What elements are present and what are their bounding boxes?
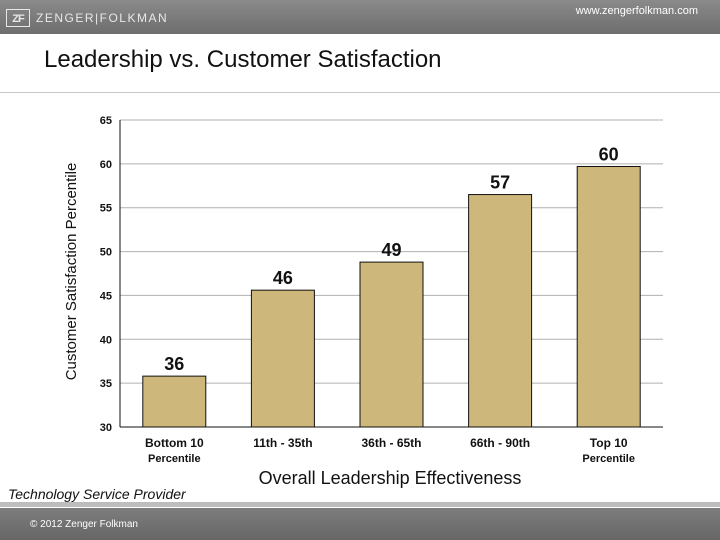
site-url[interactable]: www.zengerfolkman.com: [575, 5, 698, 17]
header-bar: ZF ZENGER|FOLKMAN www.zengerfolkman.com: [0, 0, 720, 34]
x-tick-label: Top 10: [590, 436, 628, 450]
x-tick-label: 66th - 90th: [470, 436, 530, 450]
y-tick-label: 60: [100, 159, 112, 171]
y-tick-label: 50: [100, 247, 112, 259]
x-axis-title: Overall Leadership Effectiveness: [259, 468, 522, 488]
data-label: 49: [381, 240, 401, 260]
y-tick-label: 40: [100, 334, 112, 346]
bar: [359, 261, 424, 428]
provider-label: Technology Service Provider: [8, 486, 186, 502]
data-label: 36: [164, 354, 184, 374]
x-tick-label: Bottom 10: [145, 436, 204, 450]
y-tick-label: 65: [100, 115, 112, 127]
x-tick-label: 36th - 65th: [361, 436, 421, 450]
logo-text: ZENGER|FOLKMAN: [36, 11, 169, 25]
y-tick-label: 45: [100, 290, 112, 302]
x-tick-label: Percentile: [582, 453, 635, 465]
copyright-text: © 2012 Zenger Folkman: [30, 519, 138, 530]
data-label: 46: [273, 268, 293, 288]
x-tick-label: Percentile: [148, 453, 201, 465]
bar: [250, 289, 315, 428]
bar: [142, 375, 207, 428]
data-label: 57: [490, 173, 510, 193]
y-tick-label: 30: [100, 422, 112, 434]
y-tick-label: 35: [100, 378, 112, 390]
data-label: 60: [599, 144, 619, 164]
x-tick-label: 11th - 35th: [253, 436, 312, 450]
bar: [576, 165, 641, 428]
company-logo: ZF ZENGER|FOLKMAN: [6, 8, 168, 28]
logo-mark: ZF: [6, 9, 30, 27]
y-axis-title: Customer Satisfaction Percentile: [63, 163, 80, 381]
title-divider: [0, 92, 720, 93]
footer-bar: © 2012 Zenger Folkman: [0, 502, 720, 540]
y-tick-label: 55: [100, 203, 112, 215]
slide-title: Leadership vs. Customer Satisfaction: [44, 46, 442, 73]
bar: [468, 194, 533, 428]
